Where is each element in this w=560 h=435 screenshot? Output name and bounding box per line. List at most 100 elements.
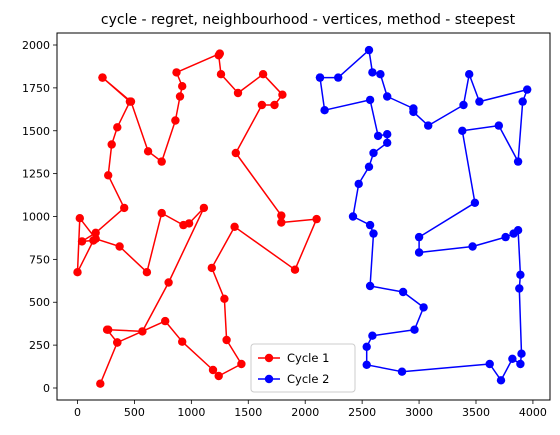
data-point	[178, 82, 186, 90]
data-point	[234, 89, 242, 97]
data-point	[161, 317, 169, 325]
y-tick-label: 1500	[22, 125, 50, 138]
data-point	[220, 295, 228, 303]
data-point	[259, 70, 267, 78]
data-point	[96, 380, 104, 388]
data-point	[501, 233, 509, 241]
x-tick-label: 0	[74, 406, 81, 419]
data-point	[471, 199, 479, 207]
x-tick-label: 3500	[462, 406, 490, 419]
data-point	[104, 171, 112, 179]
data-point	[363, 343, 371, 351]
y-tick-label: 2000	[22, 39, 50, 52]
data-point	[158, 209, 166, 217]
data-point	[144, 147, 152, 155]
data-point	[368, 332, 376, 340]
data-point	[176, 92, 184, 100]
data-point	[376, 70, 384, 78]
data-point	[366, 282, 374, 290]
data-point	[230, 223, 238, 231]
y-tick-label: 500	[29, 296, 50, 309]
data-point	[465, 70, 473, 78]
legend-label: Cycle 1	[287, 351, 329, 365]
data-point	[164, 278, 172, 286]
data-point	[475, 97, 483, 105]
data-point	[138, 327, 146, 335]
data-point	[178, 338, 186, 346]
data-point	[108, 140, 116, 148]
data-point	[334, 73, 342, 81]
x-tick-label: 2000	[291, 406, 319, 419]
legend-marker	[265, 354, 273, 362]
data-point	[73, 268, 81, 276]
data-point	[409, 108, 417, 116]
data-point	[415, 233, 423, 241]
x-tick-label: 1500	[234, 406, 262, 419]
data-point	[113, 123, 121, 131]
data-point	[127, 97, 135, 105]
data-point	[424, 121, 432, 129]
data-point	[320, 106, 328, 114]
data-point	[523, 85, 531, 93]
data-point	[92, 235, 100, 243]
data-point	[270, 101, 278, 109]
data-point	[312, 215, 320, 223]
data-point	[98, 73, 106, 81]
data-point	[459, 101, 467, 109]
data-point	[368, 68, 376, 76]
data-point	[468, 242, 476, 250]
data-point	[208, 264, 216, 272]
data-point	[369, 149, 377, 157]
y-tick-label: 1000	[22, 211, 50, 224]
x-tick-label: 1000	[177, 406, 205, 419]
data-point	[120, 204, 128, 212]
data-point	[185, 219, 193, 227]
data-point	[291, 266, 299, 274]
data-point	[215, 372, 223, 380]
data-point	[365, 163, 373, 171]
data-point	[316, 73, 324, 81]
data-point	[497, 376, 505, 384]
data-point	[517, 350, 525, 358]
data-point	[383, 139, 391, 147]
data-point	[172, 68, 180, 76]
data-point	[222, 336, 230, 344]
data-point	[398, 368, 406, 376]
chart-title: cycle - regret, neighbourhood - vertices…	[101, 12, 516, 28]
legend-marker	[265, 375, 273, 383]
data-point	[415, 248, 423, 256]
data-point	[237, 360, 245, 368]
data-point	[158, 157, 166, 165]
data-point	[143, 268, 151, 276]
data-point	[516, 271, 524, 279]
data-point	[113, 338, 121, 346]
data-point	[365, 46, 373, 54]
legend: Cycle 1 Cycle 2	[251, 344, 355, 392]
data-point	[514, 157, 522, 165]
data-point	[486, 360, 494, 368]
data-point	[366, 96, 374, 104]
y-tick-label: 750	[29, 253, 50, 266]
data-point	[217, 70, 225, 78]
data-point	[519, 97, 527, 105]
data-point	[103, 326, 111, 334]
data-point	[363, 361, 371, 369]
y-tick-label: 0	[43, 382, 50, 395]
x-tick-label: 500	[124, 406, 145, 419]
data-point	[171, 116, 179, 124]
data-point	[399, 288, 407, 296]
data-point	[232, 149, 240, 157]
data-point	[495, 121, 503, 129]
data-point	[277, 211, 285, 219]
data-point	[366, 221, 374, 229]
data-point	[258, 101, 266, 109]
x-tick-label: 4000	[519, 406, 547, 419]
legend-label: Cycle 2	[287, 372, 329, 386]
y-tick-label: 250	[29, 339, 50, 352]
y-tick-label: 1250	[22, 168, 50, 181]
data-point	[216, 49, 224, 57]
data-point	[278, 91, 286, 99]
data-point	[419, 303, 427, 311]
data-point	[369, 229, 377, 237]
